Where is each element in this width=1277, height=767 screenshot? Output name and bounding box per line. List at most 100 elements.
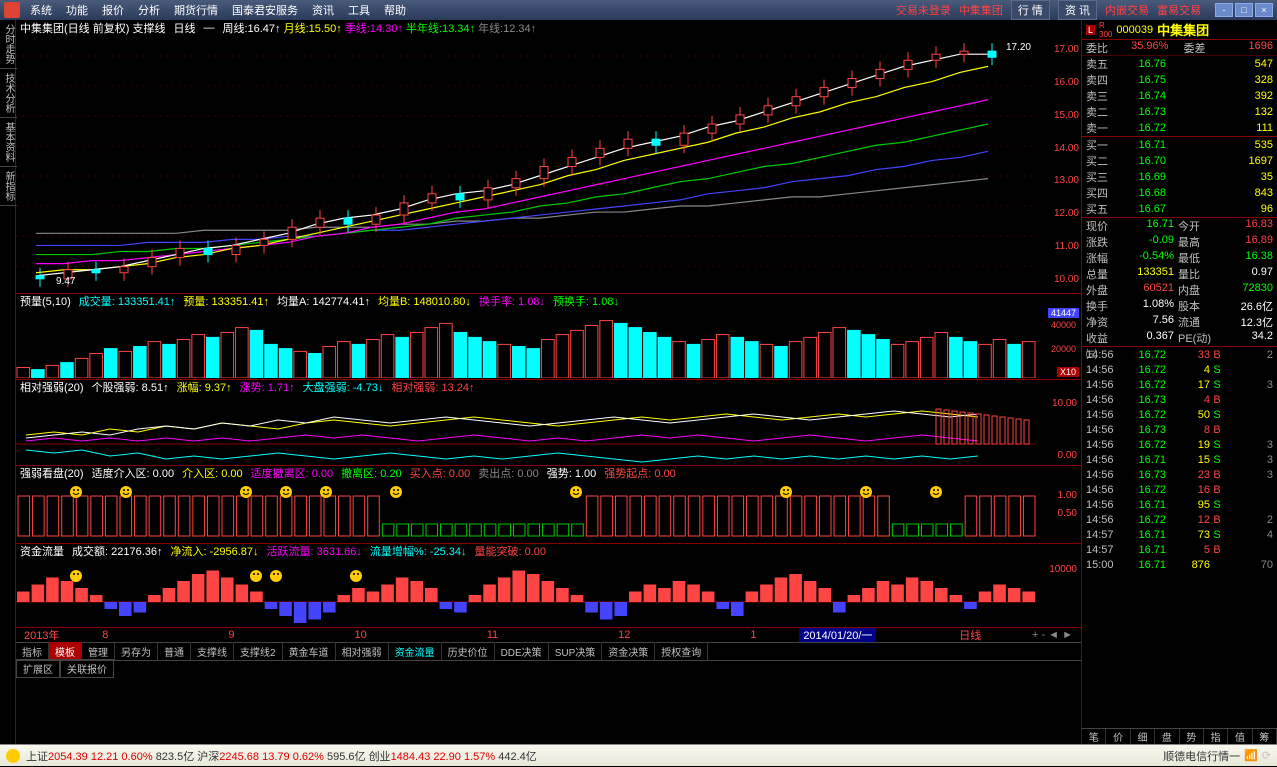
easy-trade-link[interactable]: 富易交易: [1157, 2, 1201, 18]
indicator-tab[interactable]: 资金流量: [389, 642, 442, 661]
current-stock[interactable]: 中集集团: [959, 2, 1003, 18]
candlestick-chart[interactable]: 17.0016.0015.0014.0013.0012.0011.0010.00…: [16, 36, 1081, 294]
r300-label: R300: [1099, 21, 1112, 39]
chart-header: 中集集团(日线 前复权) 支撑线 日线 — 周线:16.47↑ 月线:15.50…: [16, 20, 1081, 36]
indicator-tab[interactable]: DDE决策: [495, 642, 549, 661]
menu-分析[interactable]: 分析: [138, 2, 160, 18]
quote-row: 涨幅-0.54%最低16.38: [1082, 250, 1277, 266]
bottom-bar-item[interactable]: 关联报价: [60, 659, 114, 678]
current-date: 2014/01/20/一: [799, 627, 876, 643]
menu-系统[interactable]: 系统: [30, 2, 52, 18]
ask-row[interactable]: 卖四16.75328: [1082, 72, 1277, 88]
stock-name[interactable]: 中集集团: [1157, 20, 1209, 39]
news-button[interactable]: 资 讯: [1058, 0, 1097, 20]
order-book: 卖五16.76547卖四16.75328卖三16.74392卖二16.73132…: [1082, 56, 1277, 218]
title-bar: 系统功能报价分析期货行情国泰君安服务资讯工具帮助 交易未登录 中集集团 行 情 …: [0, 0, 1277, 20]
detail-tab[interactable]: 价: [1106, 729, 1130, 744]
indicator-tab[interactable]: 普通: [158, 642, 191, 661]
login-status[interactable]: 交易未登录: [896, 2, 951, 18]
detail-tab[interactable]: 指: [1204, 729, 1228, 744]
status-icon: [6, 749, 20, 763]
detail-tab[interactable]: 值: [1228, 729, 1252, 744]
bid-row[interactable]: 买四16.68843: [1082, 185, 1277, 201]
quote-row: 现价16.71今开16.83: [1082, 218, 1277, 234]
tick-row: 14:5616.724S: [1082, 362, 1277, 377]
signal-panel[interactable]: 强弱看盘(20)适度介入区: 0.00介入区: 0.00适度撤离区: 0.00撤…: [16, 466, 1081, 544]
zoom-controls[interactable]: + - ◄ ►: [1032, 629, 1073, 641]
ask-row[interactable]: 卖五16.76547: [1082, 56, 1277, 72]
quote-button[interactable]: 行 情: [1011, 0, 1050, 20]
refresh-icon[interactable]: ⟳: [1262, 749, 1271, 762]
indicator-tab[interactable]: 历史价位: [442, 642, 495, 661]
detail-tab[interactable]: 筹: [1253, 729, 1277, 744]
minimize-icon[interactable]: -: [1215, 3, 1233, 17]
detail-tab[interactable]: 细: [1131, 729, 1155, 744]
menu-期货行情[interactable]: 期货行情: [174, 2, 218, 18]
ask-row[interactable]: 卖一16.72111: [1082, 120, 1277, 136]
tick-row: 14:5616.7115S3: [1082, 452, 1277, 467]
rs-ytick-2: 0.00: [1058, 450, 1077, 461]
volume-panel[interactable]: 预量(5,10)成交量: 133351.41↑预量: 133351.41↑均量A…: [16, 294, 1081, 380]
indicator-tab[interactable]: 相对强弱: [336, 642, 389, 661]
quote-row: 总量133351量比0.97: [1082, 266, 1277, 282]
indicator-tab[interactable]: 支撑线: [191, 642, 234, 661]
embed-trade-link[interactable]: 内嵌交易: [1105, 2, 1149, 18]
diff-value: 1696: [1206, 40, 1274, 55]
quote-row: 净资7.56流通12.3亿: [1082, 314, 1277, 330]
diff-label: 委差: [1184, 40, 1206, 55]
relative-strength-panel[interactable]: 相对强弱(20)个股强弱: 8.51↑涨幅: 9.37↑涨势: 1.71↑大盘强…: [16, 380, 1081, 466]
detail-tab[interactable]: 势: [1180, 729, 1204, 744]
menu-工具[interactable]: 工具: [348, 2, 370, 18]
menu-帮助[interactable]: 帮助: [384, 2, 406, 18]
tick-list[interactable]: 14:5616.7233B214:5616.724S14:5616.7217S3…: [1082, 347, 1277, 728]
tick-row: 14:5616.7233B2: [1082, 347, 1277, 362]
left-tab[interactable]: 分时走势: [0, 20, 17, 69]
flow-ytick: 10000: [1049, 564, 1077, 575]
bid-row[interactable]: 买二16.701697: [1082, 153, 1277, 169]
stock-code[interactable]: 000039: [1116, 24, 1153, 36]
indicator-tab[interactable]: 授权查询: [655, 642, 708, 661]
low-price-label: 9.47: [56, 276, 75, 287]
bid-row[interactable]: 买五16.6796: [1082, 201, 1277, 217]
indicator-tab[interactable]: 黄金车道: [283, 642, 336, 661]
sig-ytick-2: 0.50: [1058, 508, 1077, 519]
maximize-icon[interactable]: □: [1235, 3, 1253, 17]
menu-报价[interactable]: 报价: [102, 2, 124, 18]
menu-资讯[interactable]: 资讯: [312, 2, 334, 18]
indicator-tabs: 指标模板管理另存为普通支撑线支撑线2黄金车道相对强弱资金流量历史价位DDE决策S…: [16, 642, 1081, 660]
indicator-tab[interactable]: 资金决策: [602, 642, 655, 661]
tick-row: 14:5716.7173S4: [1082, 527, 1277, 542]
bottom-bar-item[interactable]: 扩展区: [16, 659, 60, 678]
indicator-tab[interactable]: SUP决策: [549, 642, 603, 661]
ask-row[interactable]: 卖三16.74392: [1082, 88, 1277, 104]
tick-row: 14:5616.7217S3: [1082, 377, 1277, 392]
tick-row: 14:5716.715B: [1082, 542, 1277, 557]
left-tab[interactable]: 基本资料: [0, 118, 17, 167]
bid-row[interactable]: 买三16.6935: [1082, 169, 1277, 185]
indicator-tab[interactable]: 支撑线2: [234, 642, 283, 661]
close-icon[interactable]: ×: [1255, 3, 1273, 17]
indicator-tab[interactable]: 另存为: [115, 642, 158, 661]
connection-label[interactable]: 顺德电信行情一: [1163, 748, 1240, 764]
bottom-bar: 扩展区关联报价: [16, 660, 1081, 676]
detail-tab[interactable]: 笔: [1082, 729, 1106, 744]
badge-icon: L: [1086, 25, 1095, 35]
tick-row: 14:5616.7195S: [1082, 497, 1277, 512]
ma-separator: —: [203, 22, 214, 34]
left-sidebar: 分时走势技术分析基本资料新指标: [0, 20, 16, 744]
price-axis: 17.0016.0015.0014.0013.0012.0011.0010.00: [1041, 36, 1079, 293]
bid-row[interactable]: 买一16.71535: [1082, 137, 1277, 153]
detail-tab[interactable]: 盘: [1155, 729, 1179, 744]
window-controls: - □ ×: [1215, 3, 1273, 17]
status-bar: 上证2054.39 12.21 0.60% 823.5亿 沪深2245.68 1…: [0, 744, 1277, 766]
vol-x10: X10: [1057, 367, 1079, 377]
menu-国泰君安服务[interactable]: 国泰君安服务: [232, 2, 298, 18]
left-tab[interactable]: 新指标: [0, 167, 17, 206]
app-logo-icon: [4, 2, 20, 18]
left-tab[interactable]: 技术分析: [0, 69, 17, 118]
ask-row[interactable]: 卖二16.73132: [1082, 104, 1277, 120]
tick-row: 14:5616.7250S: [1082, 407, 1277, 422]
money-flow-panel[interactable]: 资金流量成交额: 22176.36↑净流入: -2956.87↓活跃流量: 36…: [16, 544, 1081, 628]
ratio-label: 委比: [1086, 40, 1116, 55]
menu-功能[interactable]: 功能: [66, 2, 88, 18]
